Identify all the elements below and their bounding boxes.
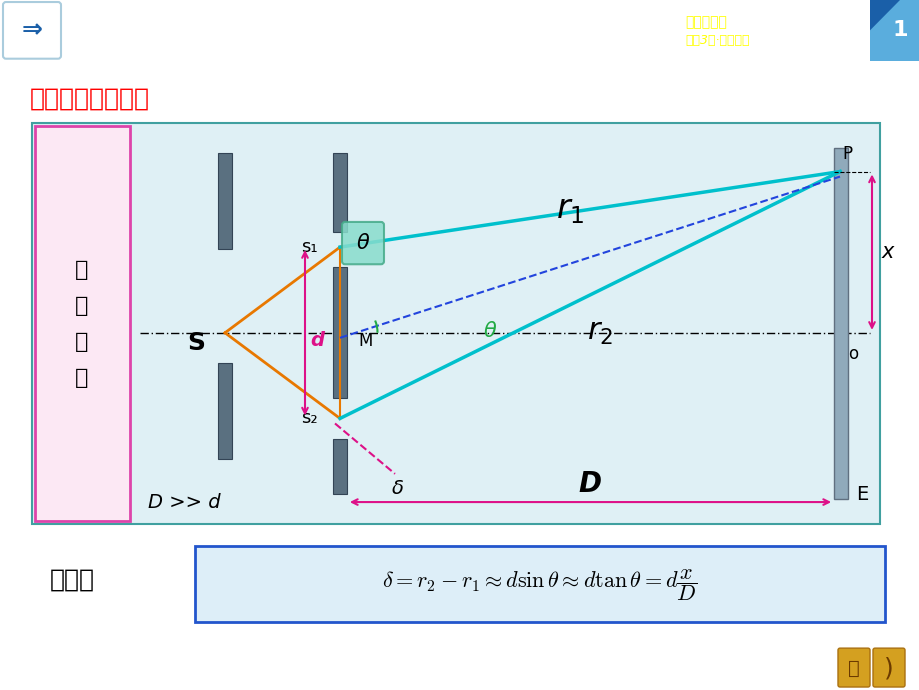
Text: （第3版·修订版）: （第3版·修订版） xyxy=(685,34,749,47)
FancyBboxPatch shape xyxy=(342,222,383,264)
Text: $r_2$: $r_2$ xyxy=(586,318,612,347)
Text: ): ) xyxy=(883,656,893,680)
Text: 13–2  杨氏双缝干涉实验: 13–2 杨氏双缝干涉实验 xyxy=(75,17,289,43)
FancyBboxPatch shape xyxy=(872,648,904,687)
Text: $\delta = r_2 - r_1 \approx d\sin\theta \approx d\tan\theta = d\dfrac{x}{D}$: $\delta = r_2 - r_1 \approx d\sin\theta … xyxy=(382,566,697,602)
Text: θ: θ xyxy=(357,233,369,253)
Text: 一、杨氏双缝干涉: 一、杨氏双缝干涉 xyxy=(30,87,150,111)
Text: 第13章  光的干涉: 第13章 光的干涉 xyxy=(55,658,166,678)
Text: E: E xyxy=(855,484,868,504)
Bar xyxy=(834,148,847,499)
Text: S: S xyxy=(187,331,205,355)
Text: ⇒: ⇒ xyxy=(21,19,42,42)
Text: 波程差: 波程差 xyxy=(50,568,95,591)
Text: 实
验
装
置: 实 验 装 置 xyxy=(75,259,88,388)
Text: o: o xyxy=(847,345,857,363)
Bar xyxy=(195,546,884,622)
Text: s₁: s₁ xyxy=(301,238,318,256)
Text: D >> d: D >> d xyxy=(148,493,221,511)
Text: x: x xyxy=(881,242,893,262)
Polygon shape xyxy=(869,0,919,61)
Text: s₂: s₂ xyxy=(301,409,318,427)
Text: D: D xyxy=(578,470,601,498)
Text: M: M xyxy=(357,332,372,350)
Bar xyxy=(333,153,346,232)
Text: ⌒: ⌒ xyxy=(847,658,859,678)
Bar xyxy=(35,126,130,521)
Bar xyxy=(32,124,879,524)
Bar xyxy=(333,439,346,494)
Bar xyxy=(218,153,232,249)
FancyBboxPatch shape xyxy=(837,648,869,687)
Text: 大学物理学: 大学物理学 xyxy=(685,15,726,29)
Text: d: d xyxy=(310,331,323,351)
Text: 1: 1 xyxy=(891,21,907,40)
Text: $r_1$: $r_1$ xyxy=(555,193,584,226)
Polygon shape xyxy=(869,0,899,30)
Text: δ: δ xyxy=(391,479,403,498)
Text: θ: θ xyxy=(483,321,496,341)
FancyBboxPatch shape xyxy=(3,2,61,59)
Bar xyxy=(218,363,232,459)
Text: P: P xyxy=(841,146,851,164)
Bar xyxy=(333,267,346,398)
